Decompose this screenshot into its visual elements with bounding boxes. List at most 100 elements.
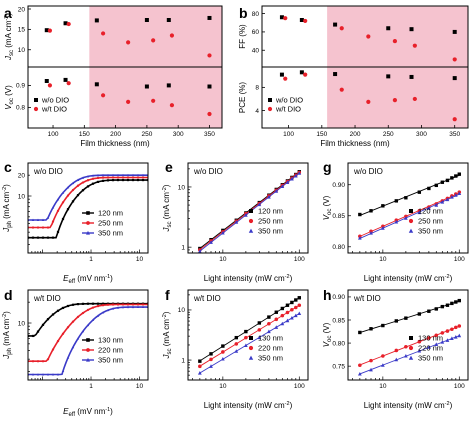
y-axis-label-main: J: [162, 353, 171, 359]
legend-label: 120 nm: [258, 207, 283, 216]
data-point: [369, 209, 373, 213]
ytick-label: 0.90: [332, 182, 345, 189]
data-point: [166, 18, 171, 22]
data-point: [209, 357, 213, 362]
data-point: [427, 206, 431, 210]
data-point: [46, 373, 50, 376]
data-point: [131, 305, 135, 309]
data-point: [207, 15, 212, 20]
data-point: [71, 303, 75, 306]
y-axis-label: Voc (V): [4, 85, 15, 110]
data-point: [47, 83, 53, 88]
y-axis-label: Voc (V): [322, 322, 333, 347]
y-axis-label-sup: -2: [2, 314, 8, 319]
data-point: [412, 96, 417, 102]
data-point: [116, 303, 120, 306]
legend-label: 350 nm: [98, 356, 123, 365]
data-point: [417, 190, 422, 194]
legend-label: 220 nm: [98, 346, 123, 355]
ytick-label: 0.8: [16, 105, 25, 112]
data-point: [141, 178, 145, 182]
data-point: [457, 324, 462, 328]
fit-line: [199, 297, 300, 362]
data-point: [403, 353, 408, 358]
data-point: [101, 302, 105, 305]
data-point: [452, 76, 457, 81]
data-point: [61, 332, 65, 335]
data-point: [96, 176, 100, 180]
data-point: [209, 352, 213, 356]
xtick-label: 100: [454, 256, 465, 263]
data-point: [106, 308, 110, 312]
data-point: [394, 319, 399, 323]
data-point: [136, 303, 140, 306]
legend-label: 120 nm: [418, 207, 443, 216]
xtick-label: 10: [379, 256, 387, 263]
y-axis-label-sub: oc: [327, 209, 333, 215]
data-point: [51, 348, 55, 351]
data-point: [381, 354, 385, 358]
y-axis-label-unit: (mA cm: [162, 319, 171, 349]
legend-label: w/o DIO: [41, 96, 69, 105]
xtick-label: 100: [48, 131, 59, 138]
ytick-label: 20: [18, 6, 26, 13]
xtick-label: 300: [416, 131, 427, 138]
data-point: [91, 174, 95, 177]
data-point: [31, 218, 35, 221]
data-point: [71, 188, 75, 192]
data-point: [76, 178, 80, 181]
y-axis-label: Voc (V): [322, 195, 333, 220]
data-point: [86, 179, 90, 182]
data-point: [369, 231, 373, 235]
ytick-label: 60: [252, 29, 260, 36]
data-point: [234, 349, 239, 353]
data-point: [131, 176, 135, 179]
data-point: [274, 310, 278, 314]
legend-marker: [249, 336, 253, 340]
data-point: [131, 178, 135, 182]
xtick-label: 10: [219, 256, 227, 263]
plot-area: [357, 298, 462, 376]
data-point: [126, 305, 130, 309]
data-point: [46, 226, 50, 229]
data-point: [279, 72, 284, 77]
data-point: [141, 176, 145, 179]
y-axis-label: Jph (mA cm-2): [2, 184, 13, 233]
xtick-label: 200: [110, 131, 121, 138]
y-axis-label-sup: -2: [4, 16, 10, 21]
data-point: [63, 21, 68, 26]
data-point: [404, 196, 408, 200]
data-point: [169, 33, 175, 38]
data-point: [106, 303, 110, 306]
data-point: [280, 321, 285, 326]
legend-label: 250 nm: [418, 217, 443, 226]
data-point: [101, 179, 105, 182]
data-point: [450, 176, 454, 180]
data-point: [36, 226, 40, 229]
data-point: [220, 230, 225, 235]
data-point: [457, 172, 461, 176]
legend-label: 350 nm: [258, 354, 283, 363]
x-axis-label: Film thickness (nm): [80, 139, 150, 148]
data-point: [450, 301, 454, 306]
data-point: [101, 311, 105, 314]
ytick-label: 0.9: [16, 83, 25, 90]
data-point: [96, 302, 100, 305]
data-point: [285, 180, 290, 184]
data-point: [56, 309, 60, 312]
data-point: [234, 220, 239, 224]
legend-marker: [86, 230, 90, 235]
data-point: [434, 333, 439, 338]
data-point: [101, 304, 105, 307]
y-axis-label-end: ): [4, 13, 13, 16]
data-point: [333, 22, 338, 27]
data-point: [417, 210, 422, 215]
data-point: [207, 84, 212, 89]
data-point: [121, 176, 125, 179]
data-point: [394, 357, 399, 362]
xtick-label: 100: [283, 131, 294, 138]
panel-letter-c: c: [4, 159, 12, 175]
data-point: [76, 194, 80, 197]
